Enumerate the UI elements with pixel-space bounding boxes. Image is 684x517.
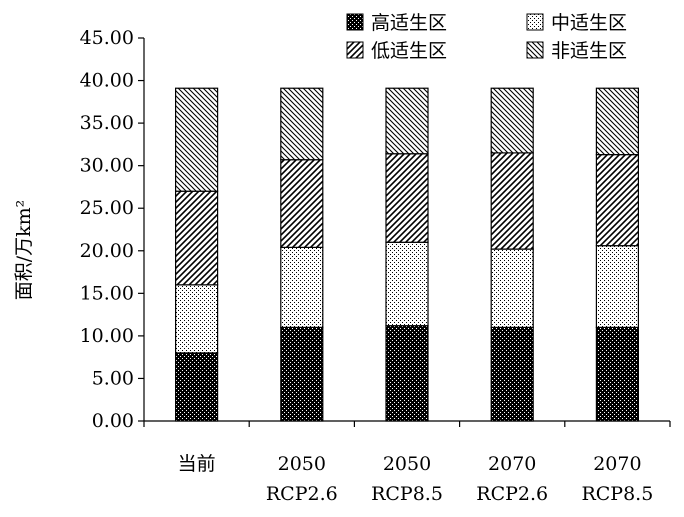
bar-segment xyxy=(595,154,640,247)
x-tick-label: 当前 xyxy=(178,453,216,475)
bar-segment xyxy=(385,87,429,155)
x-tick-label: RCP8.5 xyxy=(581,483,653,505)
bar-segment xyxy=(175,190,219,286)
bar-segment xyxy=(595,245,640,328)
y-tick-label: 40.00 xyxy=(80,70,134,92)
y-axis-label-group: 面积/万km² xyxy=(13,200,35,301)
legend-swatch xyxy=(526,41,544,59)
legend-swatch xyxy=(346,13,364,31)
legend-label: 非适生区 xyxy=(551,40,627,62)
legend-item: 高适生区 xyxy=(346,12,447,34)
legend-item: 非适生区 xyxy=(526,40,627,62)
legend-item: 中适生区 xyxy=(526,12,627,34)
bar-stack xyxy=(490,87,534,422)
bar-segment xyxy=(175,352,219,422)
y-tick-label: 0.00 xyxy=(92,410,134,432)
bar-stack xyxy=(175,87,219,422)
y-axis: 0.00 5.00 10.00 15.00 20.00 25.00 30.00 35.00 40… xyxy=(80,27,145,432)
x-tick-label: 2050 xyxy=(278,453,326,475)
legend-label: 中适生区 xyxy=(551,12,627,34)
bar-segment xyxy=(385,325,429,422)
legend-swatch xyxy=(526,13,544,31)
bar-stack xyxy=(385,87,429,422)
bar-stack xyxy=(280,87,324,422)
y-tick-label: 25.00 xyxy=(80,197,134,219)
x-tick-label: RCP2.6 xyxy=(266,483,338,505)
bar-segment xyxy=(280,326,324,422)
bar-segment xyxy=(490,326,534,422)
bar-segment xyxy=(385,241,429,327)
bar-segment xyxy=(385,153,429,243)
legend-label: 高适生区 xyxy=(371,12,447,34)
bar-segment xyxy=(280,246,324,328)
x-tick-label: 2070 xyxy=(488,453,536,475)
x-tick-label: RCP2.6 xyxy=(476,483,548,505)
bar-segment xyxy=(280,87,324,161)
bar-segment xyxy=(490,152,534,250)
bar-segment xyxy=(490,87,534,154)
x-tick-label: 2050 xyxy=(383,453,431,475)
bar-segment xyxy=(595,87,640,156)
bar-segment xyxy=(280,159,324,248)
y-tick-label: 15.00 xyxy=(80,282,134,304)
y-tick-label: 45.00 xyxy=(80,27,134,49)
x-tick-label: 2070 xyxy=(593,453,641,475)
legend-swatch xyxy=(346,41,364,59)
bars-group xyxy=(175,87,640,422)
x-tick-labels: 当前 2050 RCP2.6 2050 RCP8.5 2070 RCP2.6 2070 RCP8… xyxy=(178,453,654,505)
bar-segment xyxy=(175,284,219,354)
y-axis-label: 面积/万km² xyxy=(13,200,35,301)
y-tick-label: 10.00 xyxy=(80,325,134,347)
legend-item: 低适生区 xyxy=(346,40,447,62)
bar-segment xyxy=(595,326,640,422)
bar-segment xyxy=(175,87,219,192)
legend-label: 低适生区 xyxy=(371,40,447,62)
bar-stack xyxy=(595,87,640,422)
y-tick-label: 35.00 xyxy=(80,112,134,134)
y-tick-label: 30.00 xyxy=(80,155,134,177)
x-tick-label: RCP8.5 xyxy=(371,483,443,505)
y-tick-label: 5.00 xyxy=(92,367,134,389)
bar-segment xyxy=(490,248,534,328)
y-tick-label: 20.00 xyxy=(80,240,134,262)
x-axis xyxy=(143,420,671,427)
